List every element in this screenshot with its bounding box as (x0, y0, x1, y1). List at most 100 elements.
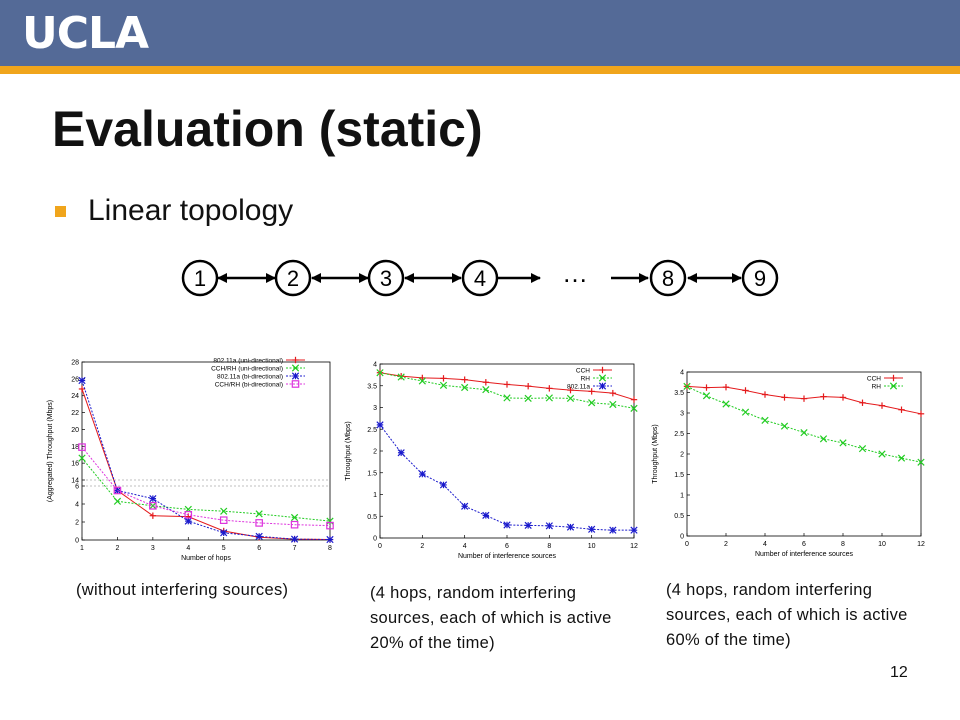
data-point (113, 497, 122, 505)
data-point (741, 408, 750, 416)
y-tick-label: 18 (71, 444, 79, 451)
y-tick-label: 2.5 (674, 431, 684, 438)
node-label: 9 (754, 266, 766, 291)
data-point (461, 502, 469, 510)
y-tick-label: 2.5 (367, 427, 377, 434)
legend-marker (599, 366, 606, 374)
topology-ellipsis: … (562, 258, 588, 288)
data-point (482, 379, 490, 386)
data-point (524, 382, 532, 390)
data-point (609, 389, 617, 397)
legend-label: 802.11a (567, 384, 590, 391)
series-line-0 (81, 388, 331, 541)
data-point (878, 402, 886, 409)
x-axis-label: Number of interference sources (755, 551, 854, 558)
data-point (898, 406, 905, 413)
data-point (149, 502, 157, 510)
data-point (255, 510, 263, 518)
x-tick-label: 10 (878, 541, 886, 548)
legend-label: CCH/RH (uni-directional) (211, 366, 283, 373)
y-tick-label: 0 (680, 534, 684, 541)
data-point (418, 377, 426, 385)
data-point (630, 396, 638, 403)
y-tick-label: 28 (71, 360, 79, 367)
y-axis-label: (Aggregated) Throughput (Mbps) (47, 400, 54, 502)
data-point (917, 458, 925, 466)
data-point (326, 517, 334, 525)
data-point (820, 393, 827, 400)
x-tick-label: 8 (328, 545, 332, 552)
linear-topology-diagram: 1 2 3 4 … 8 9 (181, 258, 779, 297)
data-point (503, 381, 511, 388)
data-point (149, 512, 157, 519)
legend-label: 802.11a (uni-directional) (213, 358, 283, 365)
y-axis-label: Throughput (Mbps) (345, 421, 352, 481)
y-tick-label: 3 (373, 405, 377, 412)
series-line-2 (379, 424, 634, 531)
data-point (419, 374, 426, 382)
legend-marker (291, 380, 300, 388)
y-tick-label: 26 (71, 376, 79, 383)
data-point (567, 386, 574, 394)
data-point (220, 529, 228, 537)
bullet-text: Linear topology (88, 194, 294, 227)
topology-node-4: 4 (461, 259, 499, 297)
x-tick-label: 2 (724, 541, 728, 548)
y-tick-label: 2 (680, 452, 684, 459)
data-point (149, 494, 157, 503)
legend-marker (598, 382, 607, 390)
data-point (742, 387, 749, 394)
data-point (113, 486, 122, 495)
data-point (503, 394, 511, 402)
topology-node-8: 8 (649, 259, 687, 297)
legend-label: RH (581, 376, 591, 383)
legend-marker (889, 382, 898, 390)
data-point (878, 450, 886, 458)
header-stripe (0, 66, 960, 74)
data-point (800, 395, 808, 402)
y-tick-label: 20 (71, 427, 79, 434)
x-tick-label: 7 (293, 545, 297, 552)
data-point (897, 454, 906, 462)
x-tick-label: 1 (80, 545, 84, 552)
data-point (588, 388, 595, 395)
data-point (566, 523, 575, 531)
data-point (819, 435, 828, 443)
data-point (839, 394, 847, 401)
y-tick-label: 22 (71, 410, 79, 417)
legend-label: CCH (867, 376, 881, 383)
topology-node-2: 2 (274, 259, 312, 297)
data-point (290, 520, 299, 529)
data-point (439, 381, 448, 389)
x-tick-label: 6 (505, 543, 509, 550)
y-tick-label: 3.5 (674, 390, 684, 397)
x-tick-label: 10 (588, 543, 596, 550)
data-point (545, 394, 553, 402)
plot-frame (379, 363, 635, 539)
data-point (545, 522, 553, 530)
data-point (78, 376, 86, 385)
data-point (78, 454, 86, 462)
data-point (184, 517, 192, 525)
data-point (524, 521, 532, 530)
header-banner: UCLA (0, 0, 960, 66)
data-point (630, 526, 638, 534)
y-tick-label: 2 (373, 449, 377, 456)
data-point (722, 400, 730, 408)
y-tick-label: 1.5 (367, 470, 377, 477)
y-tick-label: 0 (75, 538, 79, 545)
legend-marker (890, 374, 897, 382)
legend-marker (598, 374, 607, 382)
slide-title: Evaluation (static) (52, 101, 483, 157)
data-point (800, 429, 808, 437)
data-point (703, 384, 710, 391)
x-tick-label: 3 (151, 545, 155, 552)
y-tick-label: 4 (373, 362, 377, 369)
y-tick-label: 16 (71, 461, 79, 468)
data-point (859, 399, 866, 406)
legend-label: 802.11a (bi-directional) (217, 374, 283, 381)
data-point (440, 375, 447, 382)
chart-interference-20pct: 0 0.5 1 1.5 2 2.5 3 3.5 4 0 2 4 6 8 10 12 Number of inte… (345, 362, 638, 561)
node-label: 8 (662, 266, 674, 291)
